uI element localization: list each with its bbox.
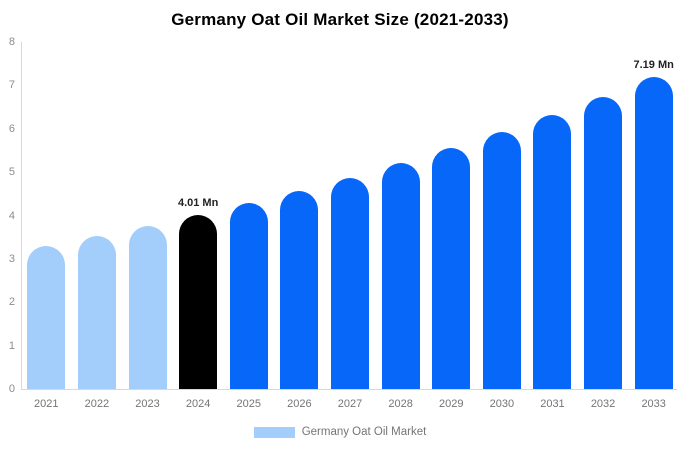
x-tick-label: 2027	[337, 398, 363, 410]
x-tick-label: 2030	[489, 398, 515, 410]
bar-2026[interactable]	[280, 190, 319, 389]
legend-label: Germany Oat Oil Market	[301, 426, 427, 438]
y-tick-label: 2	[8, 296, 15, 309]
y-tick-label: 4	[8, 209, 15, 222]
bar-2030[interactable]	[482, 132, 521, 389]
bar-2031[interactable]	[533, 115, 572, 389]
x-tick-label: 2023	[135, 398, 160, 410]
value-label-2024: 4.01 Mn	[177, 197, 219, 210]
x-tick-label: 2028	[388, 398, 413, 410]
value-label-2033: 7.19 Mn	[633, 59, 674, 72]
bar-2024[interactable]	[179, 215, 218, 389]
legend-swatch	[253, 426, 295, 438]
x-tick-label: 2033	[641, 398, 666, 410]
x-tick-label: 2029	[438, 398, 464, 410]
x-tick-label: 2032	[590, 398, 616, 410]
y-tick-label: 8	[8, 36, 15, 48]
bar-2032[interactable]	[584, 96, 623, 389]
x-tick-label: 2021	[34, 398, 59, 410]
x-tick-label: 2024	[185, 398, 211, 410]
x-axis-line	[21, 389, 677, 390]
x-tick-label: 2031	[540, 398, 565, 410]
bar-2025[interactable]	[229, 203, 268, 389]
y-tick-label: 5	[8, 166, 15, 179]
x-tick-label: 2025	[236, 398, 261, 410]
legend[interactable]: Germany Oat Oil Market	[0, 426, 680, 438]
bar-2023[interactable]	[128, 225, 167, 389]
bar-2033[interactable]	[634, 77, 673, 389]
bar-2029[interactable]	[432, 148, 471, 389]
bar-2022[interactable]	[77, 236, 116, 389]
y-tick-label: 3	[8, 252, 15, 265]
y-axis-line	[21, 42, 22, 389]
x-tick-label: 2026	[287, 398, 312, 410]
bar-2028[interactable]	[381, 163, 420, 389]
x-tick-label: 2022	[84, 398, 110, 410]
y-tick-label: 6	[8, 122, 15, 135]
y-tick-label: 7	[8, 79, 15, 92]
bar-2027[interactable]	[331, 177, 369, 389]
bar-2021[interactable]	[27, 245, 66, 389]
chart-title: Germany Oat Oil Market Size (2021-2033)	[171, 10, 509, 29]
y-tick-label: 0	[8, 383, 15, 395]
y-tick-label: 1	[8, 339, 15, 352]
